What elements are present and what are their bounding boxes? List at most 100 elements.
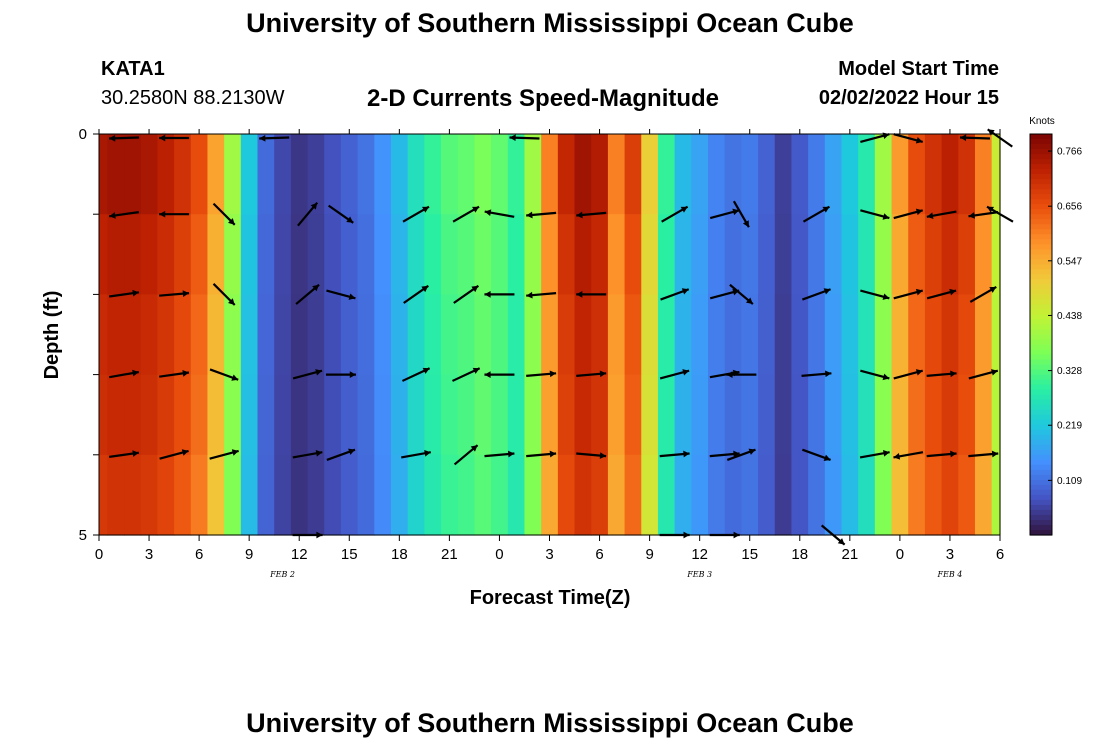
heatmap-cell [524, 134, 542, 215]
heatmap-cell [824, 134, 843, 215]
model-start-value: 02/02/2022 Hour 15 [818, 87, 999, 109]
x-tick-label: 18 [391, 546, 408, 563]
heatmap-cell [858, 454, 876, 536]
heatmap-cell [974, 294, 993, 376]
heatmap-cell [290, 454, 309, 536]
heatmap-cell [657, 214, 676, 295]
heatmap-cell [557, 454, 576, 536]
heatmap-cell [157, 294, 175, 376]
date-label: FEB 3 [686, 570, 712, 579]
heatmap-cell [140, 214, 158, 295]
heatmap-cell [991, 214, 1001, 295]
colorbar-swatch [1030, 459, 1052, 466]
heatmap-cell [924, 214, 943, 295]
heatmap-cell [374, 374, 392, 456]
heatmap-cell [991, 374, 1001, 456]
colorbar-tick-label: 0.109 [1057, 476, 1082, 487]
x-tick-label: 6 [996, 546, 1004, 563]
heatmap-cell [190, 294, 209, 376]
heatmap-cell [474, 214, 492, 295]
heatmap-cell [924, 134, 943, 215]
heatmap-cell [340, 214, 359, 295]
heatmap-cell [491, 294, 509, 376]
heatmap-cell [958, 454, 976, 536]
y-axis-title: Depth (ft) [41, 291, 63, 380]
colorbar-swatch [1030, 519, 1052, 526]
heatmap-cell [441, 214, 459, 295]
heatmap-cell [99, 294, 108, 376]
colorbar-tick-label: 0.219 [1057, 421, 1082, 432]
heatmap-cell [524, 214, 542, 295]
heatmap-cell [441, 294, 459, 376]
heatmap-cell [891, 134, 909, 215]
heatmap-cell [524, 374, 542, 456]
current-vector [212, 283, 236, 306]
current-vector [576, 370, 607, 378]
heatmap-cell [474, 294, 492, 376]
heatmap-cell [691, 374, 709, 456]
current-vector [801, 448, 831, 461]
heatmap-cell [99, 134, 108, 215]
heatmap-cell [207, 374, 225, 456]
heatmap-cell [257, 294, 275, 376]
heatmap-cell [541, 454, 559, 536]
heatmap-cell [624, 214, 642, 295]
heatmap-cell [324, 374, 342, 456]
colorbar-swatch [1030, 164, 1052, 170]
colorbar-tick-label: 0.438 [1057, 311, 1082, 322]
heatmap-cell [240, 214, 259, 295]
heatmap-cell [708, 214, 726, 295]
heatmap-cell [991, 134, 1001, 215]
heatmap-cell [257, 214, 275, 295]
colorbar-tick-label: 0.656 [1057, 202, 1082, 213]
current-vector [453, 284, 479, 304]
heatmap-cell [407, 454, 425, 536]
heatmap-cell [958, 294, 976, 376]
current-vector [509, 134, 540, 142]
current-vector [159, 449, 189, 460]
heatmap-cell [99, 374, 108, 456]
heatmap-cell [574, 294, 592, 376]
colorbar-swatch [1030, 194, 1052, 200]
heatmap-cell [374, 454, 392, 536]
heatmap-cell [874, 134, 893, 215]
heatmap-cell [657, 294, 676, 376]
current-vector [726, 371, 757, 378]
heatmap-cell [741, 294, 759, 376]
x-tick-label: 0 [95, 546, 103, 563]
x-tick-label: 21 [441, 546, 458, 563]
current-vector [709, 208, 740, 220]
heatmap-cell [524, 294, 542, 376]
heatmap-cell [641, 374, 659, 456]
heatmap-cell [124, 294, 142, 376]
heatmap-cell [457, 134, 476, 215]
heatmap-cell [841, 294, 859, 376]
colorbar-swatch [1030, 359, 1052, 366]
colorbar-swatch [1030, 374, 1052, 381]
heatmap-cell [524, 454, 542, 536]
colorbar-swatch [1030, 444, 1052, 451]
current-vector [484, 371, 515, 378]
heatmap-cell [824, 454, 843, 536]
colorbar-swatch [1030, 214, 1052, 220]
heatmap-cell [224, 134, 242, 215]
current-vector [526, 211, 557, 219]
heatmap-cell [908, 214, 926, 295]
current-vector [484, 450, 515, 458]
heatmap-cell [424, 454, 442, 536]
heatmap-cell [274, 294, 292, 376]
colorbar-swatch [1030, 254, 1052, 260]
heatmap-cell [190, 454, 209, 536]
colorbar-tick-label: 0.766 [1057, 147, 1082, 158]
current-vector [526, 370, 557, 378]
heatmap-cell [207, 214, 225, 295]
heatmap-cell [808, 134, 826, 215]
heatmap-cell [99, 214, 108, 295]
heatmap-cell [324, 294, 342, 376]
colorbar-swatch [1030, 414, 1052, 421]
colorbar-swatch [1030, 229, 1052, 235]
x-tick-label: 21 [841, 546, 858, 563]
heatmap-cell [874, 294, 893, 376]
heatmap-cell [424, 374, 442, 456]
heatmap-cell [357, 454, 375, 536]
